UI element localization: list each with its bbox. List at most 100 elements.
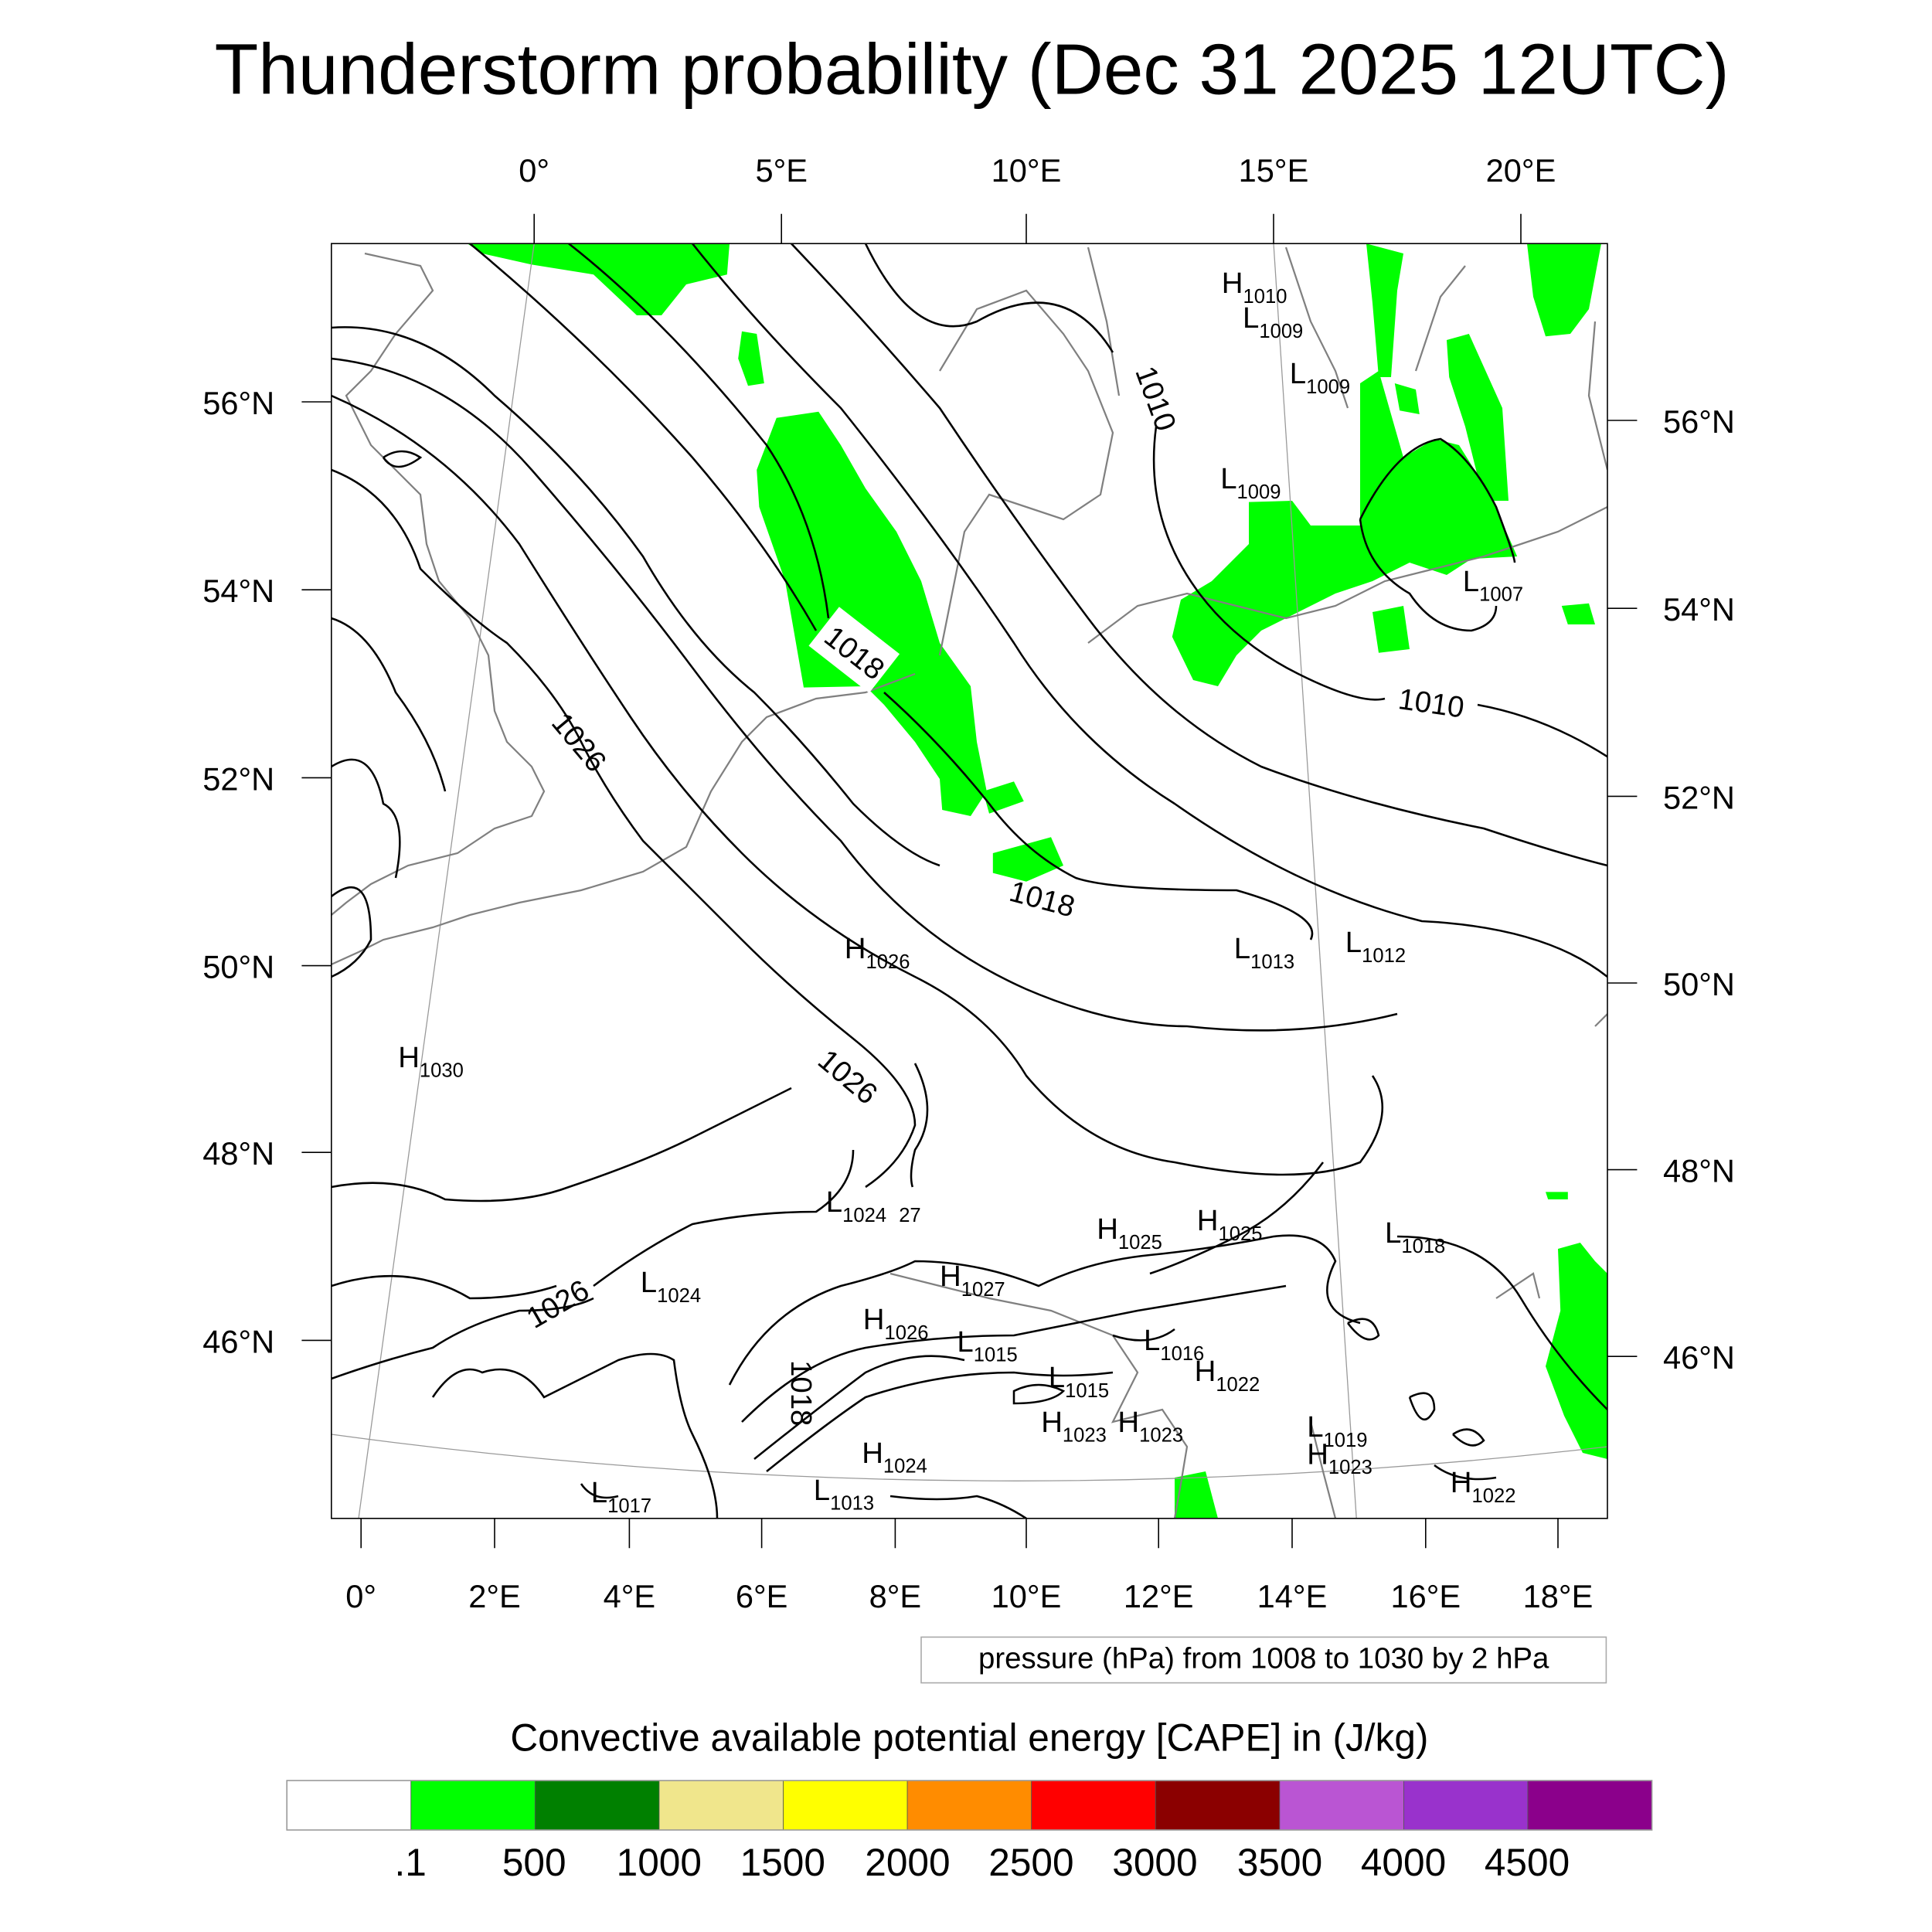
lon-label: 10°E [992,152,1062,189]
isobars [331,243,1607,1519]
lon-label: 10°E [992,1578,1062,1614]
lon-label: 16°E [1390,1578,1461,1614]
lon-label: 0° [345,1578,376,1614]
lon-label: 20°E [1486,152,1556,189]
pressure-centers: H1010 L1009 L1009 L1009 L1007 H1026 L101… [398,267,1523,1517]
contour-label: 1026 [545,706,613,778]
lon-label: 5°E [755,152,808,189]
map-frame [331,243,1608,1519]
lon-label: 6°E [736,1578,788,1614]
colorbar-swatch [1527,1780,1652,1831]
contour-label: 27 [899,1205,920,1226]
pressure-center: L1012 [1345,926,1406,967]
colorbar-swatch [906,1780,1032,1831]
pressure-center: L1015 [1049,1361,1109,1402]
cape-region [1172,371,1518,686]
colorbar-swatch [286,1780,412,1831]
pressure-center: H1025 [1197,1204,1263,1245]
pressure-center: H1023 [1117,1406,1183,1447]
pressure-center: L1009 [1290,357,1350,398]
lat-label: 50°N [1663,966,1735,1002]
pressure-center: H1025 [1097,1213,1162,1253]
cape-fill-regions [467,243,1607,1519]
cape-region [1546,1192,1568,1199]
colorbar-swatch [783,1780,908,1831]
pressure-center: L1018 [1385,1216,1445,1257]
pressure-center: L1017 [591,1476,651,1517]
pressure-center: H1022 [1451,1466,1516,1507]
lat-label: 52°N [202,760,274,797]
colorbar-labels: .1 500 1000 1500 2000 2500 3000 3500 400… [395,1841,1570,1884]
pressure-center: L1013 [814,1474,874,1515]
contour-info-box [920,1636,1607,1684]
lat-label: 56°N [1663,403,1735,440]
cape-region [1561,603,1595,624]
lon-label: 0° [519,152,549,189]
cape-region [1372,606,1410,653]
lat-label: 56°N [202,385,274,421]
lat-label: 52°N [1663,779,1735,815]
pressure-center: H1030 [398,1041,464,1082]
pressure-center: L1015 [957,1325,1017,1366]
colorbar-swatch [1155,1780,1281,1831]
cape-region [1546,1243,1607,1459]
colorbar-label: 2000 [865,1841,950,1884]
bottom-longitude-labels: 0° 2°E 4°E 6°E 8°E 10°E 12°E 14°E 16°E 1… [345,1578,1593,1614]
pressure-center: H1023 [1041,1406,1107,1447]
colorbar-label: 3000 [1112,1841,1197,1884]
colorbar-swatch [1403,1780,1529,1831]
pressure-center: L1013 [1234,932,1294,973]
colorbar-label: 1500 [740,1841,825,1884]
pressure-center: L1016 [1144,1324,1204,1365]
lon-label: 12°E [1124,1578,1194,1614]
pressure-center: H1026 [845,932,910,973]
graticule [331,243,1607,1519]
pressure-center: L1009 [1243,301,1303,342]
contour-label: 1018 [1006,875,1079,924]
coastlines [331,247,1607,1519]
cape-region [1527,243,1601,337]
contour-label: 1026 [811,1043,883,1111]
colorbar-label: 4500 [1485,1841,1570,1884]
colorbar-label: 1000 [617,1841,702,1884]
lon-label: 8°E [869,1578,922,1614]
pressure-center: L1024 [826,1185,886,1226]
cape-region [1447,334,1509,501]
colorbar [286,1780,1653,1831]
colorbar-label: 2500 [988,1841,1073,1884]
lon-label: 15°E [1239,152,1309,189]
lat-label: 48°N [202,1135,274,1172]
contour-labels: 1010 1010 1018 1018 1026 1026 1026 1018 … [521,362,1466,1426]
contour-label: 1018 [784,1360,818,1426]
lat-label: 46°N [202,1323,274,1359]
lat-label: 46°N [1663,1339,1735,1376]
contour-label: 1010 [1396,682,1467,724]
lat-label: 48°N [1663,1153,1735,1189]
colorbar-label: .1 [395,1841,427,1884]
pressure-center: H1022 [1195,1355,1260,1396]
lon-label: 4°E [604,1578,656,1614]
lon-label: 14°E [1257,1578,1328,1614]
pressure-center: L1007 [1463,565,1523,606]
pressure-center: H1024 [862,1437,927,1478]
colorbar-swatch [1279,1780,1404,1831]
pressure-center: H1027 [940,1260,1005,1301]
contour-label: 1026 [521,1274,594,1335]
map-area: 1010 1010 1018 1018 1026 1026 1026 1018 … [331,243,1607,1519]
colorbar-title: Convective available potential energy [C… [510,1716,1428,1760]
pressure-center: H1026 [863,1303,929,1344]
cape-region [1366,243,1403,377]
page-title: Thunderstorm probability (Dec 31 2025 12… [215,29,1730,110]
colorbar-swatch [534,1780,660,1831]
cape-region [983,781,1024,814]
contour-info: pressure (hPa) from 1008 to 1030 by 2 hP… [978,1641,1549,1675]
colorbar-label: 500 [502,1841,566,1884]
lon-label: 18°E [1523,1578,1594,1614]
colorbar-label: 4000 [1361,1841,1446,1884]
colorbar-swatch [658,1780,784,1831]
lat-label: 54°N [1663,591,1735,628]
cape-region [738,331,764,386]
pressure-center: L1024 [641,1266,701,1307]
